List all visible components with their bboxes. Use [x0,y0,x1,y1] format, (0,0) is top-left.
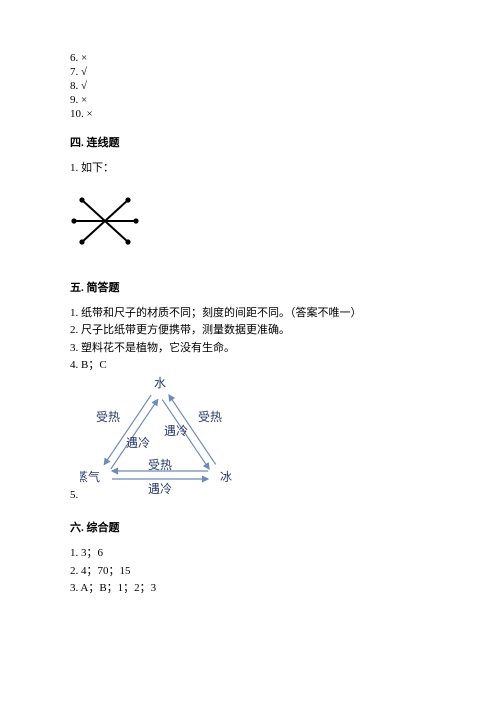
svg-text:遇冷: 遇冷 [164,424,188,438]
svg-text:水蒸气: 水蒸气 [80,469,100,484]
section-6-lines: 1. 3；62. 4；70；153. A；B；1；2；3 [70,545,430,598]
tf-answer-row: 10. × [70,108,430,120]
tf-answer-row: 8. √ [70,80,430,92]
svg-text:遇冷: 遇冷 [126,436,150,450]
section-5-answer-line: 1. 纸带和尺子的材质不同；刻度的间距不同。（答案不唯一） [70,305,430,323]
tf-answer-row: 7. √ [70,66,430,78]
tf-answer-row: 6. × [70,52,430,64]
section-4-title: 四. 连线题 [70,134,430,150]
section-5-title: 五. 简答题 [70,279,430,295]
section-6-title: 六. 综合题 [70,519,430,535]
star-connection-figure [70,186,142,256]
section-5-lines: 1. 纸带和尺子的材质不同；刻度的间距不同。（答案不唯一）2. 尺子比纸带更方便… [70,305,430,375]
section-6-answer-line: 1. 3；6 [70,545,430,563]
svg-text:水: 水 [154,376,166,390]
section-5-answer-line: 4. B；C [70,357,430,375]
section-6-answer-line: 3. A；B；1；2；3 [70,580,430,598]
svg-text:遇冷: 遇冷 [148,482,172,496]
tf-answers-block: 6. × 7. √ 8. √ 9. × 10. × [70,52,430,120]
section-5-item5-num: 5. [70,489,78,501]
svg-text:受热: 受热 [198,410,222,424]
svg-text:受热: 受热 [96,410,120,424]
section-5-answer-line: 2. 尺子比纸带更方便携带，测量数据更准确。 [70,322,430,340]
svg-text:受热: 受热 [148,458,172,472]
page-container: 6. × 7. √ 8. √ 9. × 10. × 四. 连线题 1. 如下： 五. 简… [0,0,500,598]
section-5-answer-line: 3. 塑料花不是植物，它没有生命。 [70,340,430,358]
section-5-item5: 5. 水冰水蒸气受热遇冷受热遇冷受热遇冷 [70,375,430,505]
section-4-item1-label: 1. 如下： [70,160,430,178]
tf-answer-row: 9. × [70,94,430,106]
section-6-answer-line: 2. 4；70；15 [70,563,430,581]
svg-text:冰: 冰 [220,470,232,484]
water-cycle-triangle: 水冰水蒸气受热遇冷受热遇冷受热遇冷 [80,375,240,505]
